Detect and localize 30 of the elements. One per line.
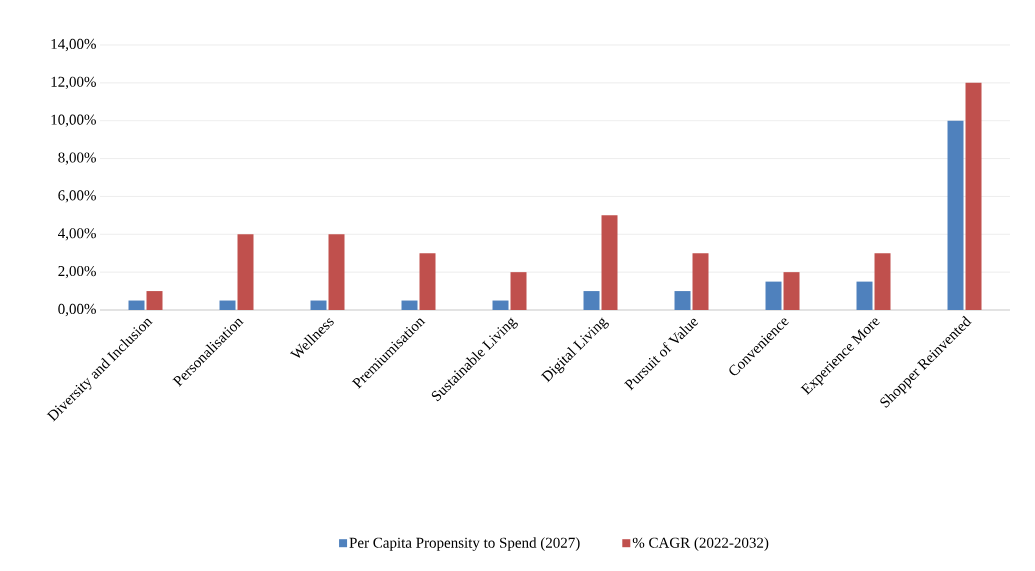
- bar: [219, 300, 236, 310]
- bar: [856, 281, 873, 310]
- bar: [947, 120, 964, 310]
- bar: [510, 272, 527, 310]
- bar: [401, 300, 418, 310]
- y-tick-label: 6,00%: [58, 190, 96, 203]
- bar: [237, 234, 254, 310]
- bar: [328, 234, 345, 310]
- y-tick-label: 10,00%: [51, 114, 96, 127]
- y-tick-label: 14,00%: [51, 38, 96, 52]
- bar: [492, 300, 509, 310]
- bar: [783, 272, 800, 310]
- bar: [874, 253, 891, 310]
- legend-label: % CAGR (2022-2032): [632, 537, 769, 551]
- bar: [601, 215, 618, 310]
- bar: [146, 291, 163, 310]
- bar: [419, 253, 436, 310]
- legend-label: Per Capita Propensity to Spend (2027): [349, 537, 580, 551]
- bar: [128, 300, 145, 310]
- bar: [692, 253, 709, 310]
- y-tick-label: 12,00%: [51, 76, 96, 89]
- y-tick-label: 0,00%: [58, 303, 96, 317]
- bar: [765, 281, 782, 310]
- bar: [583, 291, 600, 310]
- y-tick-label: 8,00%: [58, 152, 96, 165]
- bar: [965, 82, 982, 310]
- y-tick-label: 4,00%: [58, 228, 96, 241]
- bar: [674, 291, 691, 310]
- bar: [310, 300, 327, 310]
- y-tick-label: 2,00%: [58, 266, 96, 279]
